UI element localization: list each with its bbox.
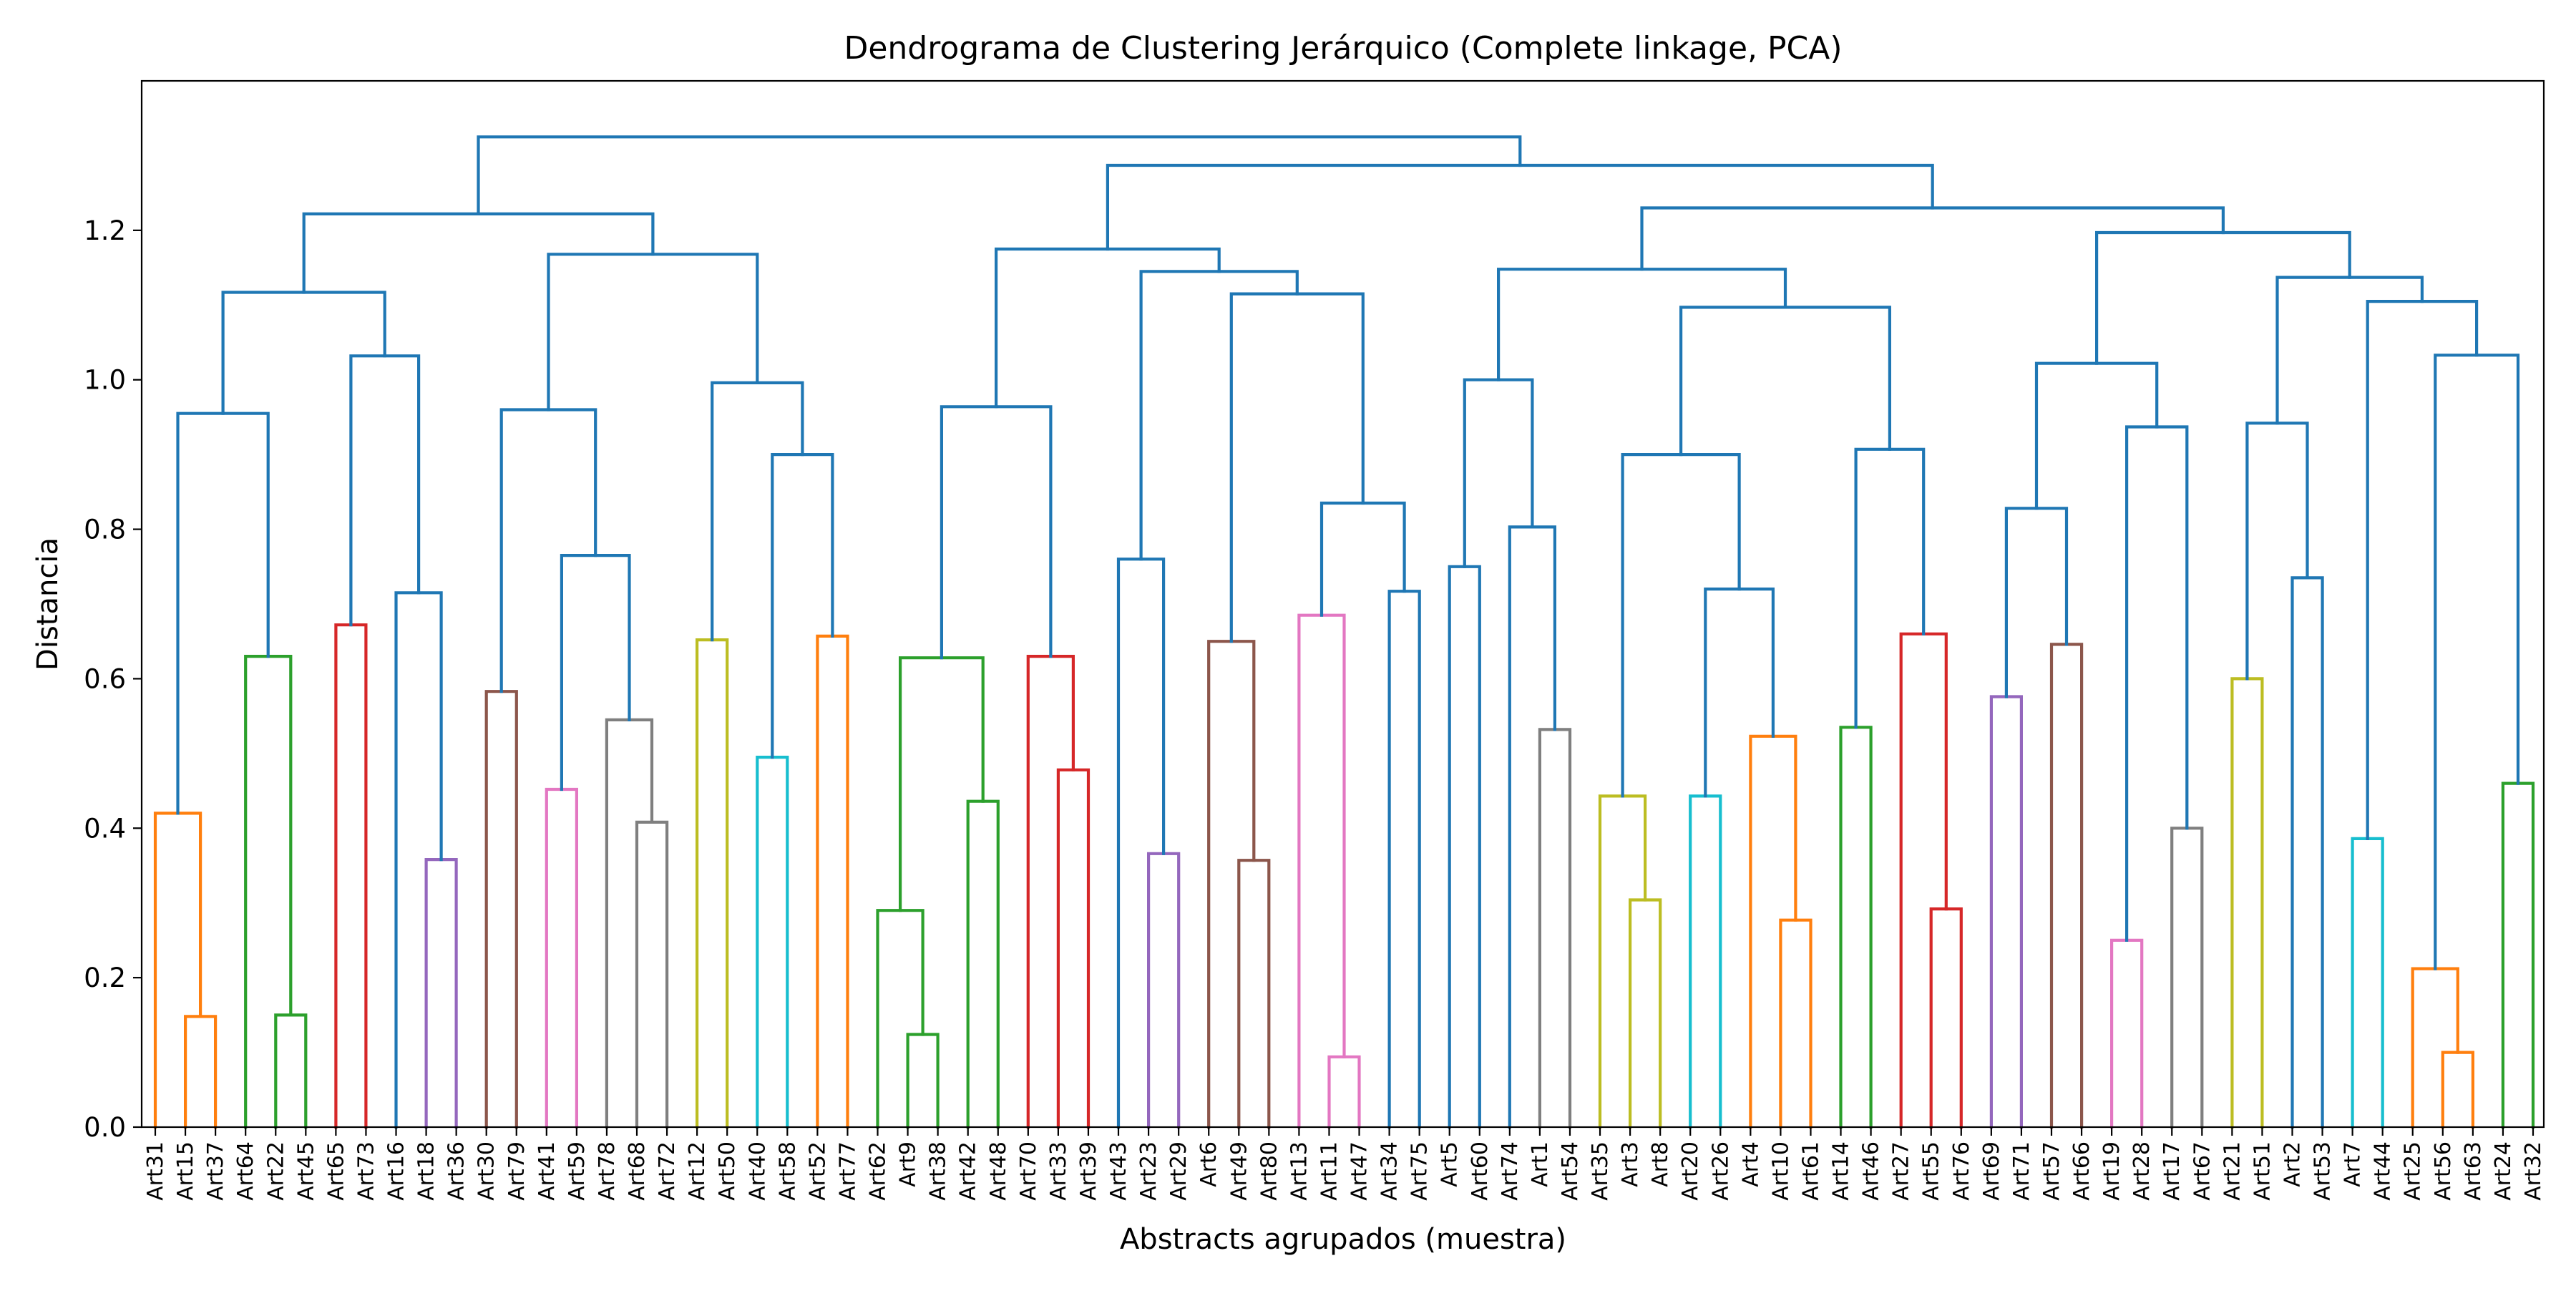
leaf-label: Art52: [805, 1141, 830, 1201]
leaf-label: Art58: [775, 1141, 800, 1201]
leaf-label: Art17: [2160, 1141, 2185, 1201]
leaf-label: Art15: [173, 1141, 198, 1201]
leaf-label: Art54: [1558, 1141, 1583, 1201]
leaf-label: Art11: [1317, 1141, 1342, 1201]
leaf-label: Art68: [625, 1141, 650, 1201]
leaf-label: Art60: [1468, 1141, 1493, 1201]
leaf-label: Art25: [2401, 1141, 2426, 1201]
leaf-label: Art7: [2341, 1141, 2366, 1187]
leaf-label: Art37: [203, 1141, 228, 1201]
leaf-label: Art34: [1377, 1141, 1402, 1201]
leaf-label: Art53: [2311, 1141, 2336, 1201]
leaf-label: Art43: [1106, 1141, 1131, 1201]
leaf-label: Art36: [444, 1141, 469, 1201]
leaf-label: Art18: [414, 1141, 439, 1201]
plot-frame: [140, 79, 2545, 1129]
leaf-label: Art35: [1588, 1141, 1613, 1201]
chart-title: Dendrograma de Clustering Jerárquico (Co…: [844, 30, 1842, 67]
leaf-label: Art4: [1738, 1141, 1763, 1187]
x-axis-label: Abstracts agrupados (muestra): [1120, 1223, 1566, 1256]
leaf-label: Art70: [1016, 1141, 1041, 1201]
leaf-label: Art1: [1528, 1141, 1553, 1187]
leaf-label: Art33: [1046, 1141, 1071, 1201]
leaf-label: Art16: [384, 1141, 409, 1201]
leaf-label: Art24: [2491, 1141, 2516, 1201]
leaf-label: Art14: [1829, 1141, 1854, 1201]
dendrogram-links: [153, 135, 2535, 1129]
leaf-label: Art80: [1257, 1141, 1282, 1201]
leaf-label: Art6: [1196, 1141, 1221, 1187]
leaf-label: Art12: [685, 1141, 710, 1201]
leaf-label: Art59: [565, 1141, 590, 1201]
leaf-label: Art28: [2129, 1141, 2155, 1201]
x-axis: Art31 Art15 Art37 Art64 Art22 Art45 Art65 Art73…: [143, 1127, 2546, 1201]
leaf-label: Art78: [595, 1141, 620, 1201]
leaf-label: Art63: [2461, 1141, 2486, 1201]
leaf-label: Art45: [293, 1141, 318, 1201]
leaf-label: Art26: [1708, 1141, 1733, 1201]
leaf-label: Art51: [2250, 1141, 2275, 1201]
leaf-label: Art49: [1226, 1141, 1252, 1201]
y-tick-label: 1.2: [84, 215, 126, 246]
leaf-label: Art39: [1076, 1141, 1101, 1201]
leaf-label: Art46: [1859, 1141, 1884, 1201]
leaf-label: Art27: [1889, 1141, 1914, 1201]
dendrogram-link-79: [477, 135, 1522, 215]
y-tick-label: 0.2: [84, 963, 126, 993]
leaf-label: Art47: [1347, 1141, 1372, 1201]
leaf-label: Art71: [2009, 1141, 2034, 1201]
leaf-label: Art75: [1407, 1141, 1433, 1201]
leaf-label: Art30: [474, 1141, 499, 1201]
leaf-label: Art69: [1979, 1141, 2004, 1201]
leaf-label: Art3: [1618, 1141, 1643, 1187]
leaf-label: Art9: [896, 1141, 921, 1187]
leaf-label: Art21: [2220, 1141, 2245, 1201]
y-axis-label: Distancia: [31, 537, 64, 671]
leaf-label: Art23: [1136, 1141, 1161, 1201]
leaf-label: Art61: [1799, 1141, 1824, 1201]
leaf-label: Art40: [745, 1141, 770, 1201]
leaf-label: Art20: [1678, 1141, 1703, 1201]
leaf-label: Art19: [2099, 1141, 2124, 1201]
y-axis: 0.0 0.2 0.4 0.6 0.8 1.0 1.2: [84, 215, 142, 1143]
leaf-label: Art38: [926, 1141, 951, 1201]
leaf-label: Art56: [2431, 1141, 2456, 1201]
leaf-label: Art44: [2371, 1141, 2396, 1201]
y-tick-label: 0.4: [84, 813, 126, 844]
leaf-label: Art55: [1919, 1141, 1944, 1201]
leaf-label: Art64: [233, 1141, 258, 1201]
leaf-label: Art13: [1287, 1141, 1312, 1201]
leaf-label: Art42: [956, 1141, 981, 1201]
leaf-label: Art65: [323, 1141, 348, 1201]
leaf-label: Art31: [143, 1141, 168, 1201]
leaf-label: Art2: [2280, 1141, 2306, 1187]
leaf-label: Art50: [715, 1141, 740, 1201]
leaf-label: Art73: [353, 1141, 379, 1201]
leaf-label: Art8: [1648, 1141, 1673, 1187]
leaf-label: Art22: [263, 1141, 288, 1201]
leaf-label: Art67: [2190, 1141, 2215, 1201]
leaf-label: Art72: [655, 1141, 680, 1201]
leaf-label: Art66: [2069, 1141, 2094, 1201]
leaf-label: Art5: [1438, 1141, 1463, 1187]
y-tick-label: 1.0: [84, 365, 126, 396]
leaf-label: Art62: [866, 1141, 891, 1201]
y-tick-label: 0.6: [84, 663, 126, 694]
leaf-label: Art79: [504, 1141, 530, 1201]
leaf-label: Art10: [1768, 1141, 1793, 1201]
leaf-label: Art41: [535, 1141, 560, 1201]
leaf-label: Art74: [1498, 1141, 1523, 1201]
y-tick-label: 0.0: [84, 1112, 126, 1143]
leaf-label: Art77: [836, 1141, 861, 1201]
leaf-label: Art76: [1949, 1141, 1974, 1201]
y-tick-label: 0.8: [84, 515, 126, 545]
leaf-label: Art57: [2039, 1141, 2064, 1201]
leaf-label: Art32: [2521, 1141, 2546, 1201]
leaf-label: Art48: [986, 1141, 1011, 1201]
leaf-label: Art29: [1166, 1141, 1191, 1201]
